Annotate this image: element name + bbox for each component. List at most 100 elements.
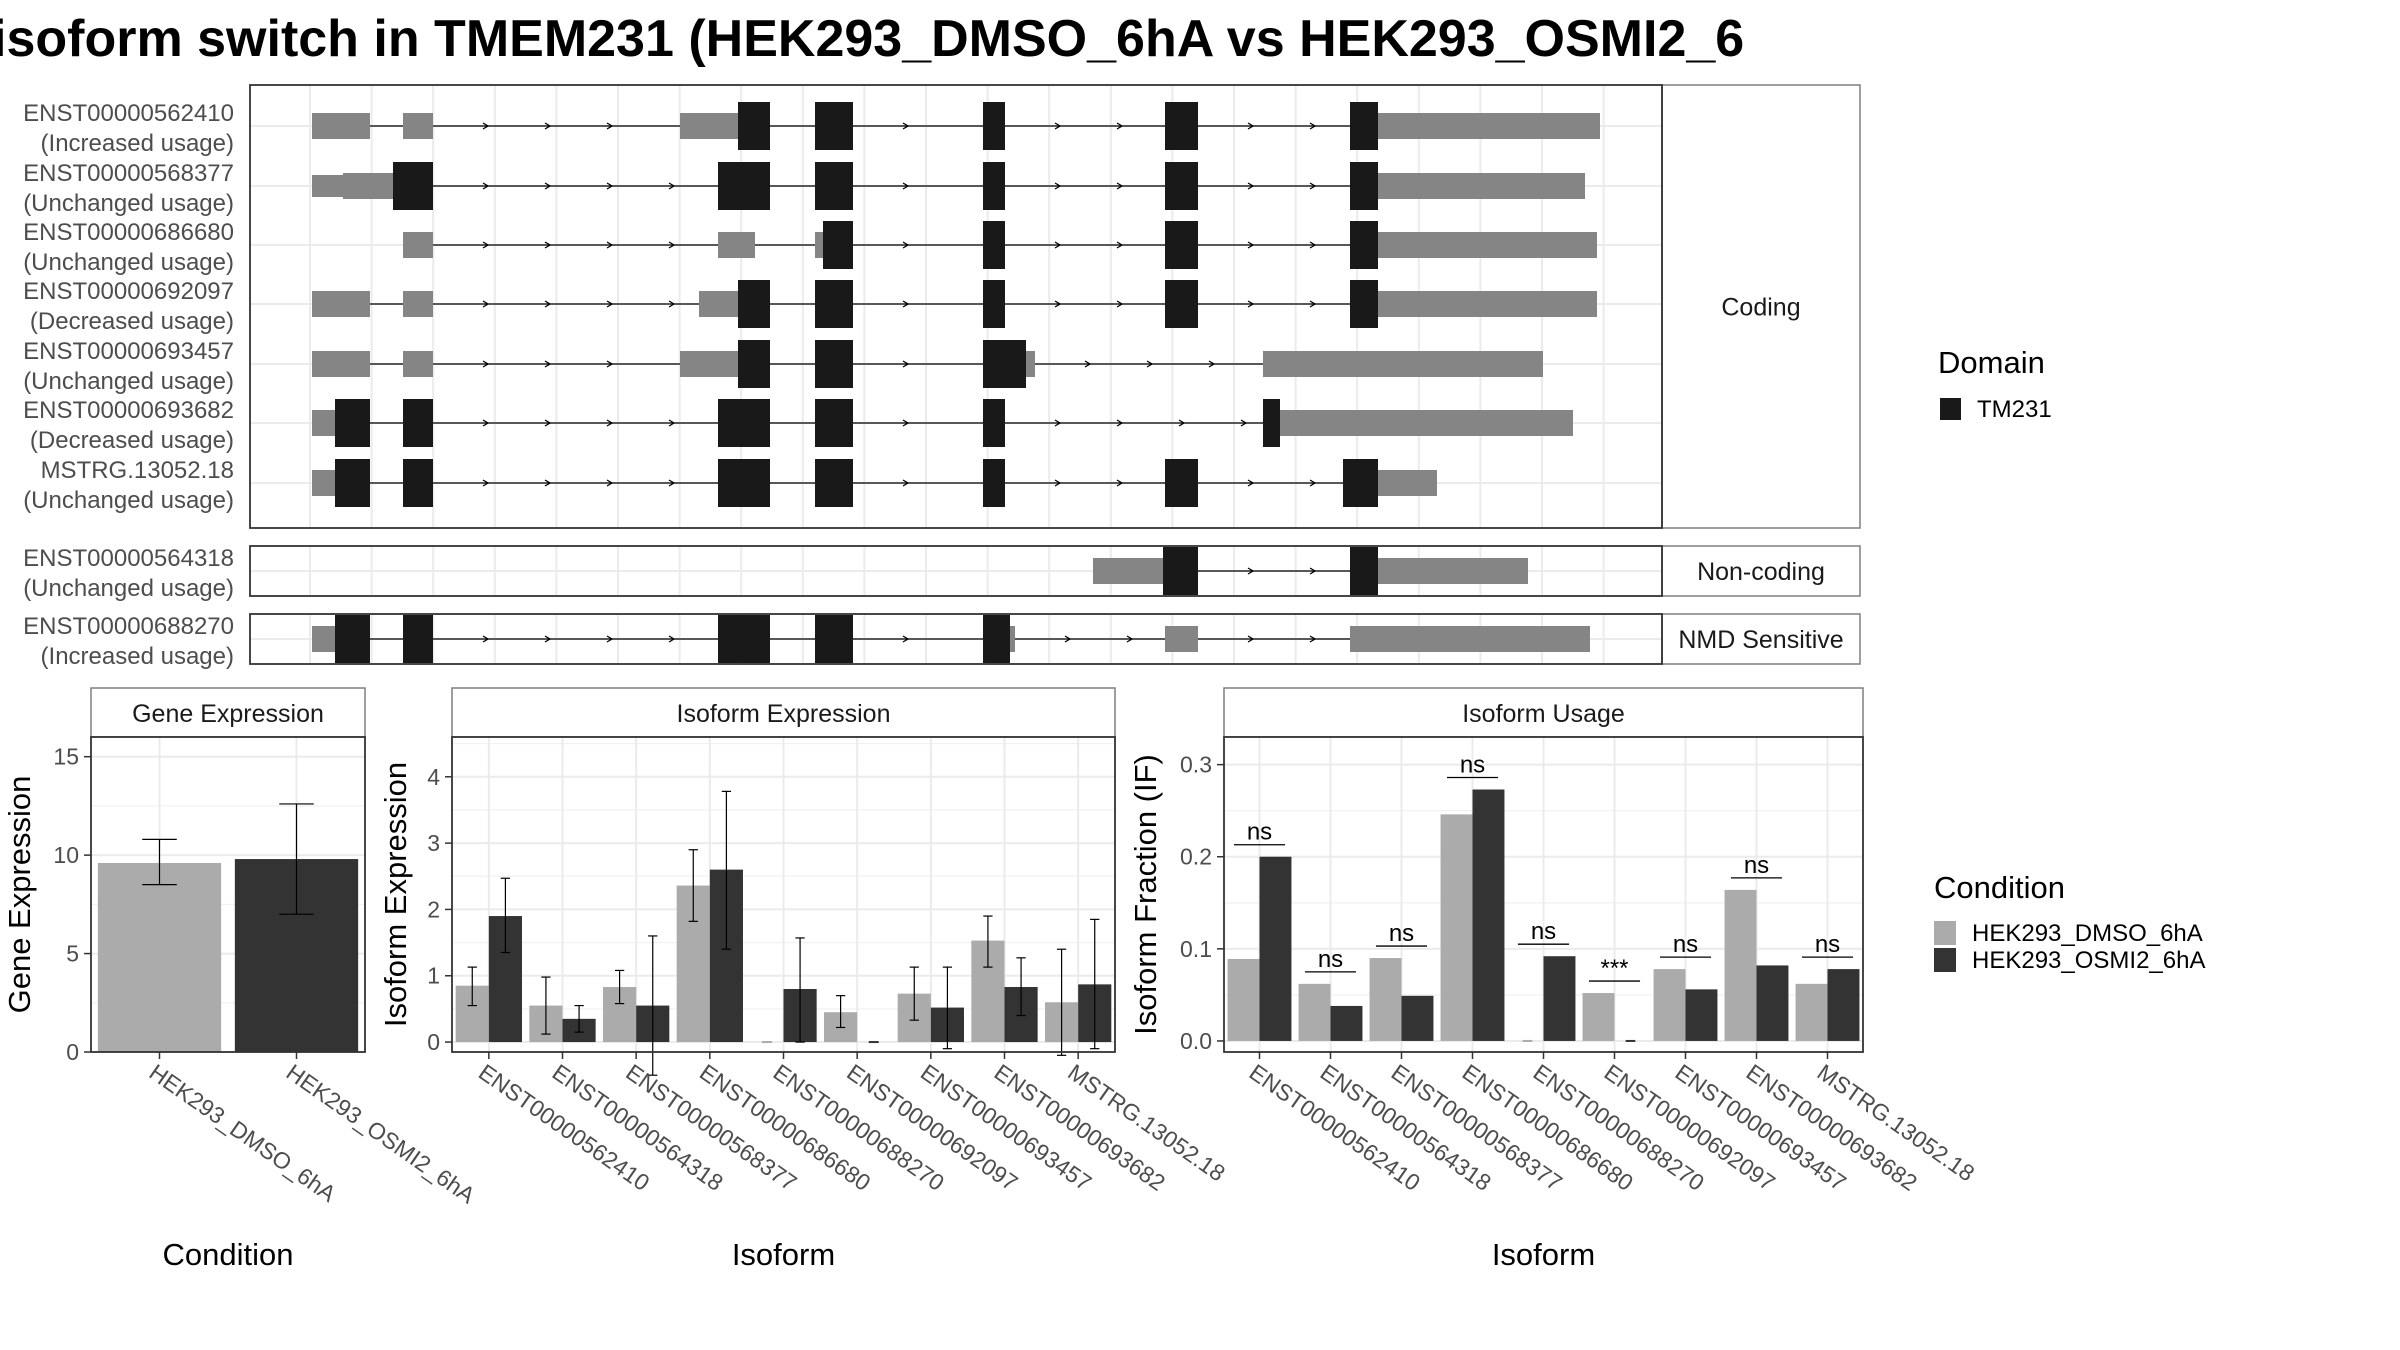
domain-exon bbox=[1165, 102, 1198, 150]
intron-arrow bbox=[1240, 419, 1248, 427]
intron-arrow bbox=[1309, 122, 1317, 130]
exon bbox=[1378, 470, 1395, 496]
domain-exon bbox=[403, 399, 433, 447]
intron-arrow bbox=[902, 182, 910, 190]
transcript-MSTRG.13052.18: MSTRG.13052.18 (Unchanged usage) bbox=[23, 457, 1437, 514]
transcript-id-label: ENST00000693457 bbox=[23, 338, 234, 365]
chart-strip bbox=[90, 687, 366, 738]
exon bbox=[815, 232, 823, 258]
intron-arrow bbox=[1054, 241, 1062, 249]
transcript-ENST00000692097: ENST00000692097 (Decreased usage) bbox=[23, 278, 1597, 335]
significance-label: ns bbox=[1389, 920, 1414, 947]
exon bbox=[1093, 558, 1150, 584]
intron-arrow bbox=[1064, 635, 1072, 643]
chart-title: Isoform Expression bbox=[677, 700, 891, 728]
intron-arrow bbox=[606, 419, 614, 427]
exon bbox=[312, 113, 370, 139]
intron-arrow bbox=[1247, 567, 1255, 575]
transcript-id-label: ENST00000693682 bbox=[23, 397, 234, 424]
y-tick-label: 2 bbox=[427, 896, 440, 922]
intron-arrow bbox=[668, 182, 676, 190]
intron-arrow bbox=[482, 360, 490, 368]
exon bbox=[312, 291, 370, 317]
exon bbox=[403, 291, 433, 317]
domain-exon bbox=[983, 340, 1026, 388]
transcript-id-label: ENST00000686680 bbox=[23, 219, 234, 246]
chart-strip bbox=[451, 687, 1116, 738]
exon bbox=[312, 175, 343, 197]
intron-arrow bbox=[1054, 479, 1062, 487]
intron-arrow bbox=[668, 419, 676, 427]
domain-exon bbox=[1165, 221, 1198, 269]
intron-arrow bbox=[606, 479, 614, 487]
intron-arrow bbox=[1309, 300, 1317, 308]
exon bbox=[718, 232, 755, 258]
domain-exon bbox=[738, 102, 770, 150]
domain-exon bbox=[983, 221, 1005, 269]
intron-arrow bbox=[1247, 241, 1255, 249]
domain-exon bbox=[718, 399, 770, 447]
y-tick-label: 0 bbox=[427, 1029, 440, 1055]
intron-arrow bbox=[1247, 635, 1255, 643]
bar bbox=[1472, 789, 1505, 1041]
y-axis-label: Gene Expression bbox=[2, 776, 37, 1014]
domain-exon bbox=[983, 615, 1010, 663]
domain-exon bbox=[983, 162, 1005, 210]
transcript-usage-label: (Unchanged usage) bbox=[23, 190, 234, 217]
intron-arrow bbox=[1084, 360, 1092, 368]
intron-arrow bbox=[606, 241, 614, 249]
transcript-usage-label: (Decreased usage) bbox=[30, 308, 234, 335]
domain-exon bbox=[1165, 280, 1198, 328]
intron-arrow bbox=[1247, 122, 1255, 130]
bar bbox=[1756, 965, 1789, 1041]
structure-strip-label: Non-coding bbox=[1697, 558, 1825, 586]
intron-arrow bbox=[606, 360, 614, 368]
y-tick-label: 5 bbox=[66, 941, 79, 967]
bar bbox=[1369, 958, 1402, 1041]
exon bbox=[1010, 626, 1015, 652]
exon bbox=[1150, 558, 1163, 584]
intron-arrow bbox=[902, 360, 910, 368]
chart-isoform-usage: Isoform Usage0.00.10.20.3nsENST000005624… bbox=[1128, 687, 1979, 1272]
intron-arrow bbox=[606, 182, 614, 190]
intron-arrow bbox=[902, 479, 910, 487]
transcript-ENST00000564318: ENST00000564318 (Unchanged usage) bbox=[23, 545, 1528, 602]
exon bbox=[1350, 626, 1590, 652]
bar bbox=[1685, 989, 1718, 1041]
structure-panel-border bbox=[249, 613, 1663, 665]
bar bbox=[1582, 993, 1615, 1041]
domain-exon bbox=[1343, 459, 1378, 507]
domain-exon bbox=[815, 459, 853, 507]
bar bbox=[1298, 983, 1331, 1041]
y-tick-label: 15 bbox=[53, 744, 79, 770]
y-tick-label: 0.2 bbox=[1180, 844, 1212, 870]
structure-strip bbox=[1661, 545, 1861, 597]
intron-arrow bbox=[482, 182, 490, 190]
transcript-ENST00000686680: ENST00000686680 (Unchanged usage) bbox=[23, 219, 1597, 276]
significance-label: ns bbox=[1318, 946, 1343, 973]
domain-exon bbox=[815, 162, 853, 210]
exon bbox=[1395, 113, 1600, 139]
intron-arrow bbox=[544, 479, 552, 487]
domain-exon bbox=[738, 340, 770, 388]
intron-arrow bbox=[1309, 567, 1317, 575]
exon bbox=[312, 626, 335, 652]
chart-title: Isoform Usage bbox=[1462, 700, 1625, 728]
intron-arrow bbox=[544, 241, 552, 249]
intron-arrow bbox=[1247, 300, 1255, 308]
figure-title: isoform switch in TMEM231 (HEK293_DMSO_6… bbox=[0, 10, 1744, 68]
intron-arrow bbox=[482, 479, 490, 487]
x-axis-label: Condition bbox=[163, 1237, 294, 1272]
domain-exon bbox=[335, 459, 370, 507]
intron-arrow bbox=[544, 419, 552, 427]
domain-exon bbox=[815, 615, 853, 663]
transcript-usage-label: (Decreased usage) bbox=[30, 427, 234, 454]
domain-exon bbox=[1350, 102, 1378, 150]
transcript-usage-label: (Unchanged usage) bbox=[23, 249, 234, 276]
intron-arrow bbox=[1247, 182, 1255, 190]
intron-arrow bbox=[1146, 360, 1154, 368]
exon bbox=[403, 232, 433, 258]
domain-legend-title: Domain bbox=[1938, 345, 2045, 380]
